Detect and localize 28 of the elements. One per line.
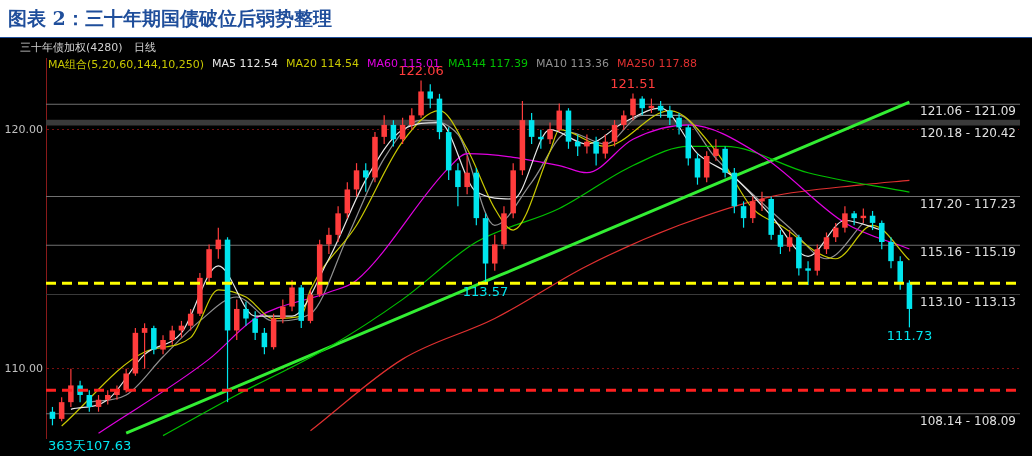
band-label: 121.06 - 121.09: [920, 104, 1016, 119]
band-label: 120.18 - 120.42: [920, 125, 1016, 140]
candlestick: [584, 134, 590, 154]
candlestick: [676, 112, 682, 135]
band-label: 117.20 - 117.23: [920, 196, 1016, 211]
chart-subtitle: 三十年债加权(4280) 日线: [20, 40, 156, 55]
band-label: 113.10 - 113.13: [920, 294, 1016, 309]
band-label: 115.16 - 115.19: [920, 245, 1016, 260]
candlestick: [713, 139, 719, 161]
text: MA5 112.54: [212, 57, 279, 72]
annotation: 121.51: [610, 76, 656, 92]
candlestick: [547, 122, 553, 145]
band-label: 108.14 - 108.09: [920, 414, 1016, 429]
annotation: 111.73: [886, 328, 933, 344]
chart-title: 图表 2：三十年期国债破位后弱势整理: [0, 0, 1032, 38]
text: MA144 117.39: [448, 57, 529, 72]
legend-title: MA组合(5,20,60,144,10,250): [48, 57, 205, 72]
text: MA250 117.88: [617, 57, 698, 72]
text: MA20 114.54: [286, 57, 360, 72]
text: 363天107.63: [48, 437, 132, 453]
candlestick: [805, 261, 811, 286]
y-tick-label: 110.00: [4, 361, 43, 375]
candlestick: [759, 191, 765, 211]
y-tick-label: 120.00: [4, 122, 43, 136]
annotation: 113.57: [462, 284, 509, 300]
candlestick: [243, 301, 249, 326]
candlestick: [455, 163, 461, 207]
text: MA10 113.36: [536, 57, 610, 72]
